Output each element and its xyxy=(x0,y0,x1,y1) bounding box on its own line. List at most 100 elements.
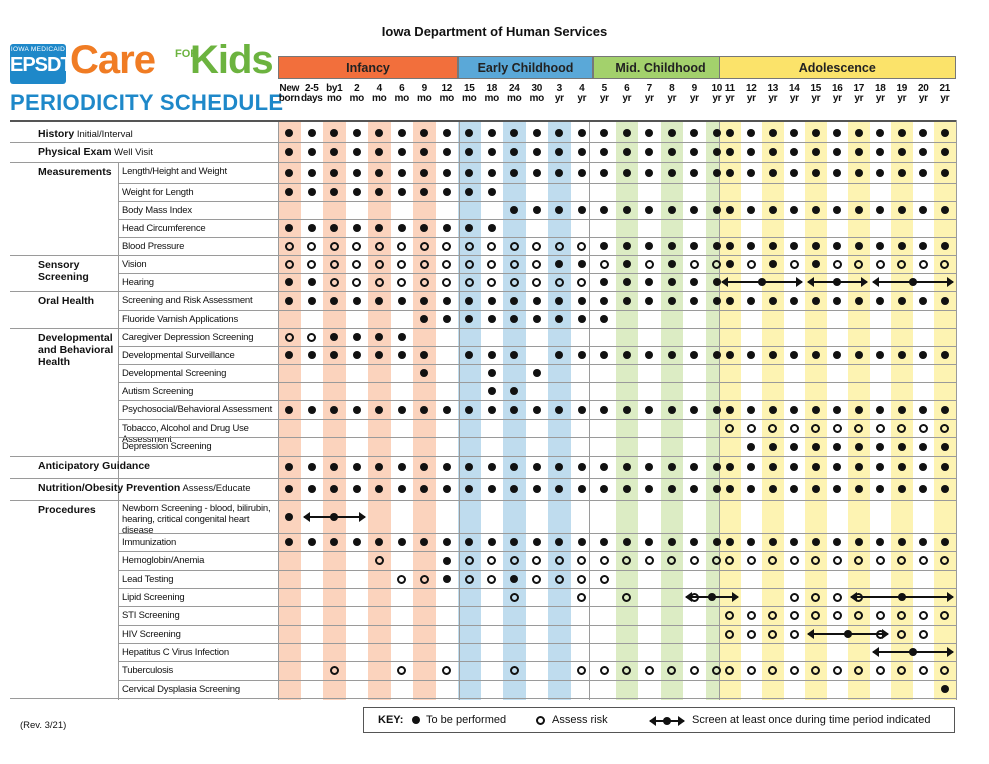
item-label: Tuberculosis xyxy=(122,665,174,676)
perform-dot-icon xyxy=(600,485,609,493)
perform-dot-icon xyxy=(712,242,721,250)
assess-ring-icon xyxy=(918,259,928,269)
assess-ring-icon xyxy=(464,574,474,584)
perform-dot-icon xyxy=(532,405,541,414)
perform-dot-icon xyxy=(510,485,519,493)
perform-dot-icon xyxy=(532,148,541,156)
perform-dot-icon xyxy=(768,296,777,305)
perform-dot-icon xyxy=(876,242,885,250)
key-perform-text: To be performed xyxy=(426,714,507,726)
category-label: Developmental and Behavioral Health xyxy=(38,332,114,368)
item-label: Hemoglobin/Anemia xyxy=(122,555,205,566)
perform-dot-icon xyxy=(854,168,863,177)
assess-ring-icon xyxy=(464,241,474,251)
perform-dot-icon xyxy=(465,405,474,414)
assess-ring-icon xyxy=(768,666,778,675)
perform-dot-icon xyxy=(690,463,699,471)
perform-dot-icon xyxy=(442,148,451,156)
perform-dot-icon xyxy=(285,463,294,471)
assess-ring-icon xyxy=(768,629,778,639)
perform-dot-icon xyxy=(811,129,820,137)
assess-ring-icon xyxy=(487,556,497,565)
assess-ring-icon xyxy=(875,611,885,620)
perform-dot-icon xyxy=(442,575,451,583)
perform-dot-icon xyxy=(330,224,339,232)
perform-dot-icon xyxy=(712,278,721,286)
assess-ring-icon xyxy=(918,423,928,433)
group-divider xyxy=(589,120,590,700)
assess-ring-icon xyxy=(811,611,821,620)
perform-dot-icon xyxy=(919,129,928,137)
perform-dot-icon xyxy=(532,369,541,377)
perform-dot-icon xyxy=(790,485,799,493)
row-rule xyxy=(10,328,956,329)
perform-dot-icon xyxy=(555,351,564,359)
perform-dot-icon xyxy=(854,206,863,214)
perform-dot-icon xyxy=(940,296,949,305)
perform-dot-icon xyxy=(352,351,361,359)
row-rule xyxy=(10,162,956,163)
perform-dot-icon xyxy=(747,148,756,156)
perform-dot-icon xyxy=(397,296,406,305)
group-divider xyxy=(459,120,460,700)
perform-dot-icon xyxy=(725,463,734,471)
perform-dot-icon xyxy=(510,296,519,305)
perform-dot-icon xyxy=(397,351,406,359)
assess-ring-icon xyxy=(875,259,885,269)
perform-dot-icon xyxy=(725,129,734,137)
perform-dot-icon xyxy=(622,129,631,137)
assess-ring-icon xyxy=(554,277,564,287)
perform-dot-icon xyxy=(725,148,734,156)
age-label: 30 mo xyxy=(529,83,545,104)
row-rule xyxy=(118,273,956,274)
perform-dot-icon xyxy=(465,351,474,359)
perform-dot-icon xyxy=(600,148,609,156)
assess-ring-icon xyxy=(442,666,452,675)
perform-dot-icon xyxy=(420,538,429,546)
assess-ring-icon xyxy=(746,629,756,639)
perform-dot-icon xyxy=(833,242,842,250)
age-label: New born xyxy=(278,83,300,104)
perform-dot-icon xyxy=(420,129,429,137)
perform-dot-icon xyxy=(854,405,863,414)
perform-dot-icon xyxy=(876,206,885,214)
perform-dot-icon xyxy=(330,148,339,156)
perform-dot-icon xyxy=(712,351,721,359)
assess-ring-icon xyxy=(329,666,339,675)
perform-dot-icon xyxy=(790,206,799,214)
perform-dot-icon xyxy=(487,315,496,323)
row-rule xyxy=(118,183,956,184)
assess-ring-icon xyxy=(599,556,609,565)
perform-dot-icon xyxy=(833,148,842,156)
age-label: 9 yr xyxy=(689,83,699,104)
assess-ring-icon xyxy=(768,423,778,433)
age-label: 11 yr xyxy=(724,83,735,104)
perform-dot-icon xyxy=(330,168,339,177)
perform-dot-icon xyxy=(747,463,756,471)
assess-ring-icon xyxy=(577,574,587,584)
perform-dot-icon xyxy=(712,148,721,156)
perform-dot-icon xyxy=(397,405,406,414)
perform-dot-icon xyxy=(510,148,519,156)
assess-ring-icon xyxy=(419,277,429,287)
perform-dot-icon xyxy=(397,333,406,341)
assess-ring-icon xyxy=(940,259,950,269)
perform-dot-icon xyxy=(375,129,384,137)
perform-dot-icon xyxy=(307,538,316,546)
assess-ring-icon xyxy=(374,241,384,251)
assess-ring-icon xyxy=(897,629,907,639)
perform-dot-icon xyxy=(725,296,734,305)
perform-dot-icon xyxy=(555,463,564,471)
item-label: Length/Height and Weight xyxy=(122,166,227,177)
perform-dot-icon xyxy=(330,129,339,137)
row-rule xyxy=(118,346,956,347)
screen-range-arrow-icon xyxy=(302,511,366,522)
perform-dot-icon xyxy=(833,296,842,305)
perform-dot-icon xyxy=(940,405,949,414)
key-screen-text: Screen at least once during time period … xyxy=(692,714,931,726)
row-rule xyxy=(118,400,956,401)
perform-dot-icon xyxy=(811,442,820,451)
age-group-header: Mid. Childhood xyxy=(593,56,728,79)
perform-dot-icon xyxy=(645,129,654,137)
perform-dot-icon xyxy=(833,405,842,414)
